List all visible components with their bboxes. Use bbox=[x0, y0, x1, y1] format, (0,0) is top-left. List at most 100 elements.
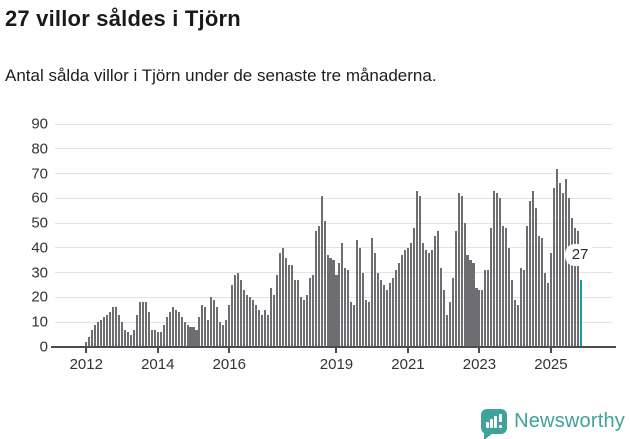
bar bbox=[576, 230, 579, 347]
bar bbox=[400, 255, 404, 347]
bar bbox=[505, 228, 508, 347]
x-tick-2019 bbox=[335, 348, 338, 353]
bar bbox=[517, 304, 520, 347]
gridline-70 bbox=[55, 173, 612, 175]
bar bbox=[415, 190, 418, 347]
bar bbox=[487, 270, 490, 347]
bar bbox=[129, 334, 132, 347]
x-axis-label-2012: 2012 bbox=[69, 356, 103, 373]
x-axis-label-2016: 2016 bbox=[212, 356, 246, 373]
bar bbox=[311, 275, 314, 347]
bar bbox=[329, 257, 332, 347]
bar bbox=[418, 195, 421, 347]
bar bbox=[249, 297, 252, 347]
bar bbox=[91, 329, 94, 347]
bar bbox=[168, 312, 171, 347]
bar bbox=[368, 302, 371, 347]
bar bbox=[386, 290, 389, 347]
bar bbox=[174, 309, 177, 347]
bar bbox=[552, 188, 555, 347]
bar bbox=[97, 322, 100, 347]
bar bbox=[555, 168, 558, 347]
bar bbox=[454, 230, 457, 347]
x-tick-2023 bbox=[478, 348, 481, 353]
gridline-40 bbox=[55, 247, 612, 249]
bar bbox=[549, 252, 552, 347]
y-axis-label-30: 30 bbox=[31, 264, 48, 282]
bar bbox=[561, 193, 564, 347]
bar bbox=[535, 208, 538, 347]
bar bbox=[430, 250, 433, 347]
bar bbox=[112, 307, 115, 347]
bar bbox=[153, 329, 156, 347]
bar bbox=[287, 265, 290, 347]
bar bbox=[132, 329, 135, 347]
bar bbox=[389, 282, 392, 347]
x-tick-2025 bbox=[549, 348, 552, 353]
bar bbox=[299, 297, 302, 347]
bar bbox=[353, 304, 356, 347]
bar bbox=[192, 327, 195, 347]
bar bbox=[320, 195, 323, 347]
bar bbox=[162, 324, 165, 347]
bar bbox=[183, 322, 186, 347]
bar bbox=[180, 317, 183, 347]
bar bbox=[135, 314, 138, 347]
bar bbox=[573, 228, 576, 347]
bar bbox=[543, 272, 547, 347]
chart-title: 27 villor såldes i Tjörn bbox=[5, 6, 241, 31]
bar bbox=[123, 329, 127, 347]
bar bbox=[359, 247, 362, 347]
bar bbox=[365, 299, 368, 347]
bar bbox=[564, 178, 567, 347]
bar bbox=[141, 302, 144, 347]
bar bbox=[532, 190, 535, 347]
bar bbox=[546, 282, 549, 347]
bar bbox=[272, 294, 275, 347]
gridline-90 bbox=[55, 123, 612, 125]
bar bbox=[94, 324, 97, 347]
x-axis-label-2021: 2021 bbox=[391, 356, 425, 373]
bar bbox=[255, 304, 258, 347]
bar bbox=[383, 285, 386, 347]
bar bbox=[451, 277, 454, 347]
x-tick-2014 bbox=[156, 348, 159, 353]
x-tick-2012 bbox=[85, 348, 88, 353]
bar bbox=[463, 223, 466, 347]
bar bbox=[427, 252, 430, 347]
bar bbox=[508, 247, 511, 347]
bar bbox=[234, 275, 237, 347]
newsworthy-logo[interactable]: Newsworthy bbox=[481, 409, 625, 439]
bar bbox=[502, 225, 505, 347]
bar bbox=[499, 198, 502, 347]
bar bbox=[412, 228, 415, 347]
chart-subtitle: Antal sålda villor i Tjörn under de sena… bbox=[5, 66, 437, 85]
bar bbox=[263, 309, 267, 347]
bar bbox=[421, 242, 424, 347]
bar bbox=[514, 299, 517, 347]
bar bbox=[406, 247, 409, 347]
bar bbox=[201, 304, 204, 347]
bar bbox=[326, 255, 329, 347]
bar bbox=[210, 297, 213, 347]
bar bbox=[377, 272, 380, 347]
bar bbox=[395, 270, 398, 347]
bar bbox=[493, 190, 496, 347]
bar bbox=[231, 285, 234, 347]
bar bbox=[138, 302, 141, 347]
bar bbox=[469, 260, 472, 347]
x-axis-line bbox=[51, 346, 616, 348]
bar bbox=[293, 280, 296, 347]
bar bbox=[484, 270, 487, 347]
bar bbox=[225, 319, 228, 347]
bar bbox=[439, 267, 442, 347]
bar bbox=[257, 309, 261, 347]
bar bbox=[392, 277, 395, 347]
bar bbox=[281, 247, 284, 347]
y-axis-label-20: 20 bbox=[31, 288, 48, 306]
bar bbox=[275, 275, 278, 347]
bar bbox=[496, 193, 499, 347]
bar bbox=[213, 299, 216, 347]
bar bbox=[120, 322, 124, 347]
